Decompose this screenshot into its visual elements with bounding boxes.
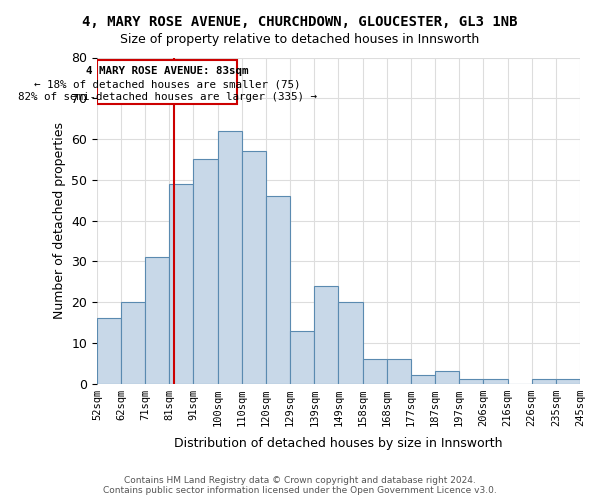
Bar xyxy=(338,302,362,384)
Bar xyxy=(290,330,314,384)
Bar xyxy=(532,380,556,384)
Text: 4, MARY ROSE AVENUE, CHURCHDOWN, GLOUCESTER, GL3 1NB: 4, MARY ROSE AVENUE, CHURCHDOWN, GLOUCES… xyxy=(82,15,518,29)
Bar xyxy=(556,380,580,384)
Bar xyxy=(459,380,484,384)
Bar xyxy=(411,376,435,384)
Bar xyxy=(484,380,508,384)
Y-axis label: Number of detached properties: Number of detached properties xyxy=(53,122,65,319)
Bar xyxy=(97,318,121,384)
Bar xyxy=(387,359,411,384)
Text: ← 18% of detached houses are smaller (75): ← 18% of detached houses are smaller (75… xyxy=(34,79,301,89)
Bar xyxy=(266,196,290,384)
Text: 4 MARY ROSE AVENUE: 83sqm: 4 MARY ROSE AVENUE: 83sqm xyxy=(86,66,248,76)
Bar xyxy=(121,302,145,384)
Bar xyxy=(314,286,338,384)
Bar xyxy=(435,372,459,384)
Bar xyxy=(97,60,237,104)
Text: 82% of semi-detached houses are larger (335) →: 82% of semi-detached houses are larger (… xyxy=(17,92,317,102)
Text: Contains HM Land Registry data © Crown copyright and database right 2024.
Contai: Contains HM Land Registry data © Crown c… xyxy=(103,476,497,495)
Text: Size of property relative to detached houses in Innsworth: Size of property relative to detached ho… xyxy=(121,32,479,46)
X-axis label: Distribution of detached houses by size in Innsworth: Distribution of detached houses by size … xyxy=(174,437,503,450)
Bar xyxy=(362,359,387,384)
Bar xyxy=(218,131,242,384)
Bar xyxy=(242,151,266,384)
Bar xyxy=(145,257,169,384)
Bar xyxy=(193,160,218,384)
Bar xyxy=(169,184,193,384)
